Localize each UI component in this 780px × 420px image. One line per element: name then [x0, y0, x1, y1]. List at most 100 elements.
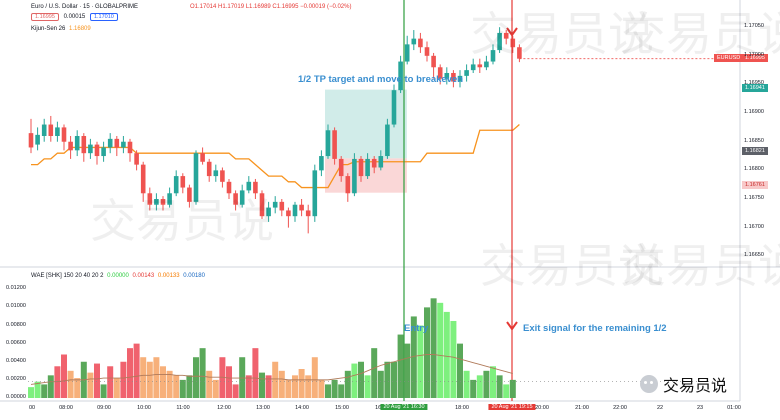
candle-down [134, 153, 139, 165]
time-tick-label: 20:00 [535, 405, 549, 411]
candle-down [259, 193, 265, 217]
candle-down [517, 47, 522, 59]
candle-up [404, 44, 410, 62]
candle-down [299, 204, 304, 211]
candle-down [127, 141, 133, 154]
wae-value-2: 0.00143 [132, 273, 155, 279]
entry-price-tag: 1.16821 [742, 147, 768, 155]
histogram-bar [384, 361, 391, 398]
indicator-tick-label: 0.01200 [6, 285, 26, 292]
candle-down [28, 133, 34, 148]
candle-up [457, 75, 463, 82]
dead-zone-line [30, 354, 513, 385]
candle-down [424, 47, 430, 56]
histogram-bar [193, 357, 199, 398]
histogram-bar [430, 298, 437, 398]
histogram-bar [179, 379, 186, 398]
histogram-bar [28, 387, 34, 398]
histogram-bar [338, 384, 345, 398]
brand-text: 交易员说 [663, 376, 728, 395]
indicator-tick-label: 0.00200 [6, 375, 26, 382]
price-tick-label: 1.16800 [744, 166, 764, 173]
candle-down [451, 73, 456, 82]
histogram-bar [34, 381, 41, 398]
time-tick-label: 14:00 [295, 405, 309, 411]
histogram-bar [325, 384, 331, 398]
histogram-bar [166, 370, 173, 398]
candle-down [220, 170, 225, 182]
histogram-bar [100, 384, 107, 398]
candle-down [147, 193, 153, 205]
histogram-bar [120, 361, 127, 398]
histogram-bar [87, 372, 94, 398]
histogram-bar [107, 366, 114, 398]
candle-down [140, 164, 146, 194]
histogram-bar [344, 370, 351, 398]
histogram-bar [239, 357, 246, 398]
bid-button[interactable]: 1.16995 [31, 13, 59, 21]
candle-down [510, 38, 516, 48]
stop-price-tag: 1.16761 [742, 181, 768, 189]
wae-value-3: 0.00133 [157, 273, 180, 279]
candle-down [437, 67, 443, 79]
candle-up [365, 158, 370, 177]
candle-down [338, 158, 344, 177]
time-tick-label: 12:00 [217, 405, 231, 411]
candle-up [41, 124, 47, 136]
candle-up [121, 141, 126, 148]
histogram-bar [259, 372, 265, 398]
ask-button[interactable]: 1.17010 [89, 13, 118, 21]
histogram-bar [252, 348, 259, 398]
price-tick-label: 1.16850 [744, 137, 764, 144]
candle-up [266, 207, 271, 217]
histogram-bar [94, 363, 100, 398]
price-tick-label: 1.16750 [744, 195, 764, 201]
spread-value: 0.00015 [63, 14, 86, 20]
candle-down [332, 130, 337, 159]
kijun-legend[interactable]: Kijun-Sen 26 1.16809 [31, 26, 91, 32]
histogram-bar [67, 370, 74, 398]
histogram-bar [298, 369, 305, 398]
histogram-bar [358, 361, 364, 398]
histogram-bar [311, 357, 318, 398]
histogram-bar [397, 334, 404, 398]
histogram-bar [173, 375, 180, 398]
wae-value-4: 0.00180 [183, 273, 205, 279]
candle-up [411, 38, 417, 45]
candle-up [497, 32, 502, 51]
time-tick-label: 13:00 [256, 405, 270, 411]
time-tick-label: 11:00 [176, 405, 190, 411]
candle-up [391, 90, 397, 125]
candle-up [272, 201, 278, 208]
histogram-bar [318, 379, 325, 398]
histogram-bar [61, 354, 67, 398]
histogram-bar [424, 307, 430, 398]
time-tick-label: 09:00 [97, 405, 111, 411]
candle-up [173, 176, 179, 194]
histogram-bar [305, 375, 312, 398]
price-tick-label: 1.17000 [744, 51, 764, 58]
candle-up [325, 130, 331, 157]
indicator-tick-label: 0.01000 [6, 303, 26, 310]
histogram-bar [364, 375, 371, 398]
symbol-title[interactable]: Euro / U.S. Dollar · 15 · GLOBALPRIME [31, 4, 139, 10]
candle-down [61, 127, 67, 142]
histogram-bar [272, 361, 279, 398]
histogram-bar [133, 343, 140, 398]
histogram-bar [74, 378, 81, 398]
candle-up [292, 204, 298, 217]
candle-down [477, 64, 483, 68]
candle-up [154, 199, 159, 205]
candle-up [398, 61, 403, 91]
candle-up [490, 50, 496, 62]
candle-down [431, 55, 436, 68]
histogram-bar [226, 366, 232, 398]
candle-up [107, 138, 113, 148]
histogram-bar [212, 379, 219, 398]
histogram-bar [153, 357, 160, 398]
wae-legend[interactable]: WAE [SHK] 150 20 40 20 2 0.00000 0.00143… [31, 273, 205, 279]
candle-up [55, 127, 60, 136]
entry-annotation: Entry [404, 323, 429, 334]
chat-icon [640, 375, 658, 393]
